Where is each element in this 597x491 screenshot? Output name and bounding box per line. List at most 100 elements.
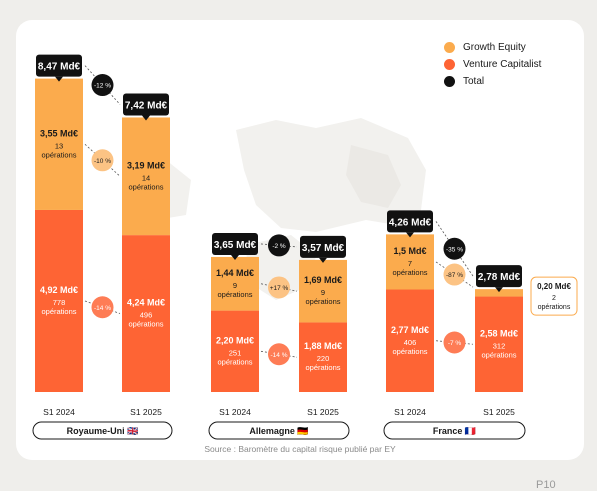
group-2-period-0-vc-ops-count: 406: [404, 338, 417, 347]
group-2-period-1-period-label: S1 2025: [483, 407, 515, 417]
group-1-period-1-ge-value: 1,69 Md€: [304, 275, 342, 285]
group-1-period-0-total-box: [212, 232, 258, 255]
group-2-period-0-total-value: 4,26 Md€: [389, 217, 432, 228]
group-2-change-vc-circle: [443, 331, 466, 354]
legend-swatch-growth-equity: [444, 42, 455, 53]
group-1-change-ge-circle: [268, 276, 290, 299]
group-0-period-0-total-value: 8,47 Md€: [38, 62, 81, 73]
group-0-period-0-ge-ops-count: 13: [55, 141, 63, 150]
group-2-change-total-circle: [443, 237, 466, 260]
group-0-period-1-total-box: [123, 93, 169, 116]
group-0-period-0-total-box: [36, 54, 82, 77]
legend-item-total: Total: [444, 73, 541, 90]
group-0-period-1-total-value: 7,42 Md€: [125, 100, 168, 111]
group-2-period-1-vc-ops-label: opérations: [481, 350, 516, 359]
group-0-change-ge-circle: [91, 149, 114, 172]
group-0-change-total-label: -12 %: [94, 83, 111, 90]
group-1-period-0-ge-ops-label: opérations: [217, 290, 252, 299]
group-1-period-1-ge-ops-label: opérations: [305, 297, 340, 306]
group-2-period-0-ge-ops-label: opérations: [392, 268, 427, 277]
group-0-change-vc-label: -14 %: [94, 305, 111, 312]
legend-label-total: Total: [463, 76, 485, 87]
legend-label-venture-capitalist: Venture Capitalist: [463, 59, 542, 70]
group-2-period-0-vc-bar: [386, 289, 434, 392]
group-2-period-1-vc-ops-count: 312: [493, 341, 506, 350]
group-1-period-1-period-label: S1 2025: [307, 407, 339, 417]
group-2-change-ge-connector: [435, 261, 474, 288]
group-0-period-1-ge-value: 3,19 Md€: [127, 160, 165, 170]
group-2-change-ge-circle: [443, 263, 466, 286]
group-2-period-1-ge-bar: [475, 289, 523, 297]
group-2-period-1-ge-ops-count: 2: [552, 295, 556, 302]
group-1-period-0-period-label: S1 2024: [219, 407, 251, 417]
group-2-period-0-vc-value: 2,77 Md€: [391, 325, 429, 335]
group-1-period-0-vc-value: 2,20 Md€: [216, 335, 254, 345]
chart-legend: Growth Equity Venture Capitalist Total: [444, 39, 541, 90]
group-1-period-1-total-box: [300, 235, 346, 258]
group-1-period-1-vc-value: 1,88 Md€: [304, 341, 342, 351]
group-1-period-0-total-pointer: [231, 254, 239, 260]
group-0-period-1-vc-bar: [122, 235, 170, 392]
group-2-country-label: France 🇫🇷: [433, 426, 476, 436]
group-2-period-0-ge-ops-count: 7: [408, 259, 412, 268]
group-1-period-0-vc-ops-label: opérations: [217, 357, 252, 366]
group-2-period-0-ge-bar: [386, 234, 434, 290]
group-2-country-pill: [383, 421, 526, 440]
legend-swatch-venture-capitalist: [444, 59, 455, 70]
group-0-change-total-connector: [84, 65, 121, 105]
chart-card: 4,92 Md€ 778 opérations 3,55 Md€ 13 opération…: [16, 20, 584, 460]
group-1-period-1-ge-ops-count: 9: [321, 288, 325, 297]
group-0-country-label: Royaume-Uni 🇬🇧: [67, 426, 139, 436]
group-1-country-pill: [208, 421, 350, 440]
group-0-change-total-circle: [91, 74, 114, 97]
group-2-period-1-ge-ops-label: opérations: [538, 304, 571, 311]
group-2-period-0-period-label: S1 2024: [394, 407, 426, 417]
group-0-period-0-ge-ops-label: opérations: [41, 150, 76, 159]
group-0-period-1-total-pointer: [142, 115, 150, 121]
group-1-country-label: Allemagne 🇩🇪: [249, 426, 308, 436]
group-2-period-0-vc-ops-label: opérations: [392, 347, 427, 356]
group-2-period-0-total-box: [387, 210, 433, 233]
group-1-period-1-vc-ops-count: 220: [317, 354, 330, 363]
page-number: P10: [536, 479, 556, 491]
group-2-change-vc-label: -7 %: [448, 340, 462, 347]
group-1-period-1-total-pointer: [319, 257, 327, 263]
group-0-period-0-total-pointer: [55, 76, 63, 82]
group-1-period-0-ge-value: 1,44 Md€: [216, 268, 254, 278]
group-0-period-0-ge-bar: [35, 78, 83, 210]
group-0-change-vc-circle: [91, 296, 114, 319]
group-2-period-1-total-box: [476, 265, 522, 288]
group-0-period-1-ge-bar: [122, 117, 170, 236]
group-1-period-1-vc-bar: [299, 322, 347, 392]
group-1-period-1-ge-bar: [299, 259, 347, 323]
group-1-period-0-ge-bar: [211, 256, 259, 311]
group-0-country-pill: [32, 421, 173, 440]
group-2-change-ge-label: -87 %: [446, 272, 463, 279]
group-2-period-1-vc-bar: [475, 296, 523, 392]
group-1-change-total-circle: [268, 234, 290, 257]
group-1-period-0-total-value: 3,65 Md€: [214, 240, 257, 251]
group-2-period-1-vc-value: 2,58 Md€: [480, 328, 518, 338]
group-1-period-0-ge-ops-count: 9: [233, 281, 237, 290]
group-0-period-0-ge-value: 3,55 Md€: [40, 128, 78, 138]
group-1-period-1-total-value: 3,57 Md€: [302, 243, 345, 254]
group-2-period-1-ge-value: 0,20 Md€: [537, 282, 571, 291]
group-1-change-vc-circle: [268, 343, 290, 366]
group-1-change-ge-label: +17 %: [270, 285, 289, 292]
group-2-period-1-total-value: 2,78 Md€: [478, 272, 521, 283]
legend-item-growth-equity: Growth Equity: [444, 39, 541, 56]
group-0-period-0-period-label: S1 2024: [43, 407, 75, 417]
group-1-change-vc-label: -14 %: [271, 352, 288, 359]
group-2-period-1-total-pointer: [495, 287, 503, 293]
source-note: Source : Baromètre du capital risque pub…: [204, 444, 396, 454]
group-0-period-1-ge-ops-count: 14: [142, 173, 150, 182]
group-1-period-0-vc-bar: [211, 310, 259, 392]
group-2-period-1-ge-callout: [530, 276, 578, 316]
group-2-period-0-total-pointer: [406, 232, 414, 238]
group-0-period-0-vc-ops-label: opérations: [41, 307, 76, 316]
legend-item-venture-capitalist: Venture Capitalist: [444, 56, 541, 73]
group-0-period-0-vc-value: 4,92 Md€: [40, 285, 78, 295]
group-2-period-0-ge-value: 1,5 Md€: [393, 246, 426, 256]
group-0-period-0-vc-bar: [35, 209, 83, 392]
